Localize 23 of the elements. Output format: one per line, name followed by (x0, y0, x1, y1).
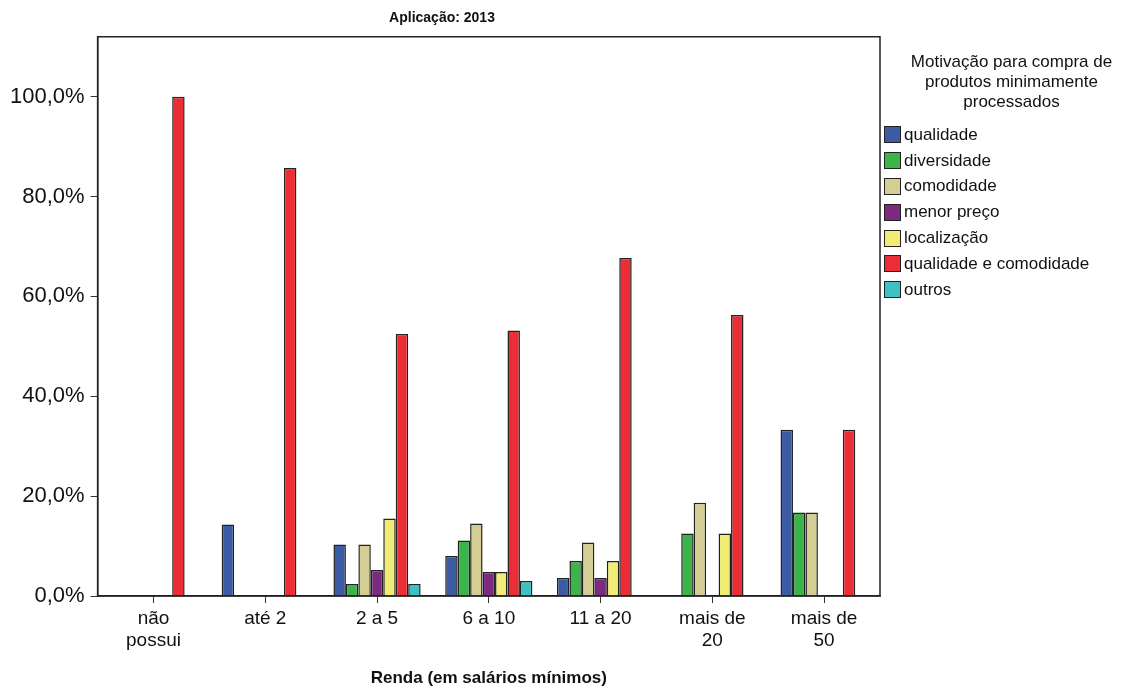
x-tick-label: 6 a 10 (462, 606, 516, 628)
legend-label: qualidade e comodidade (904, 253, 1090, 274)
x-tick-label: mais de 50 (790, 606, 858, 651)
legend-label: diversidade (904, 150, 991, 171)
y-tick-label: 80,0% (22, 182, 85, 208)
y-tick-label: 20,0% (22, 482, 85, 508)
x-tick-label: não possui (126, 606, 181, 651)
x-tick-label: mais de 20 (679, 606, 746, 651)
legend-label: outros (904, 279, 952, 300)
y-tick-label: 100,0% (9, 82, 85, 108)
x-tick-label: 2 a 5 (355, 606, 399, 628)
x-axis-title: Renda (em salários mínimos) (370, 668, 607, 688)
x-tick-label: até 2 (244, 606, 287, 628)
legend-label: menor preço (904, 202, 1000, 223)
y-tick-label: 60,0% (22, 282, 85, 308)
y-tick-label: 40,0% (22, 382, 85, 408)
legend-label: comodidade (904, 176, 997, 197)
legend-title: Motivação para compra de produtos minimamente processados (909, 52, 1114, 112)
legend-label: qualidade (904, 124, 978, 145)
chart-title: Aplicação: 2013 (389, 9, 496, 26)
y-tick-label: 0,0% (34, 582, 85, 608)
x-tick-label: 11 a 20 (569, 606, 632, 628)
legend-label: localização (904, 228, 989, 249)
